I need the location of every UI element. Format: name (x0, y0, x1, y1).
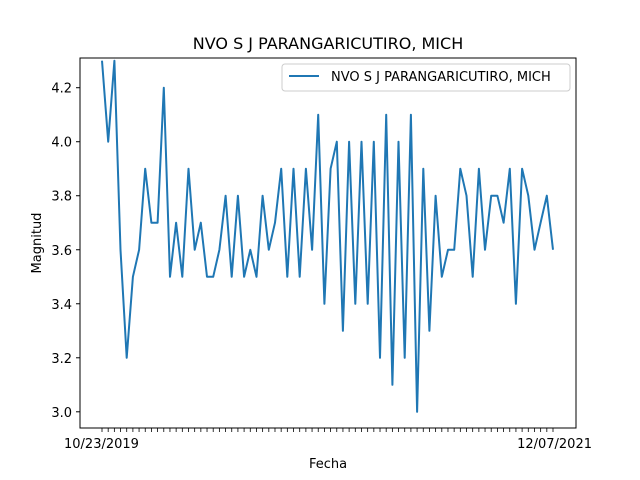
chart-title: NVO S J PARANGARICUTIRO, MICH (193, 34, 463, 53)
legend-label: NVO S J PARANGARICUTIRO, MICH (331, 70, 551, 85)
y-tick-label: 3.8 (51, 190, 72, 205)
y-tick-label: 3.6 (51, 244, 72, 259)
plot-frame (79, 57, 577, 429)
y-tick-label: 3.0 (51, 406, 72, 421)
y-axis-ticks: 3.0 3.2 3.4 3.6 3.8 4.0 4.2 (51, 82, 80, 421)
y-tick-label: 3.4 (51, 298, 72, 313)
x-axis-label: Fecha (309, 457, 347, 472)
series-lines (101, 59, 554, 413)
y-axis-label: Magnitud (30, 213, 45, 274)
y-tick-label: 4.0 (51, 136, 72, 151)
legend: NVO S J PARANGARICUTIRO, MICH (281, 63, 571, 92)
x-tick-label-last: 12/07/2021 (517, 437, 592, 452)
y-tick-label: 4.2 (51, 82, 72, 97)
series-line (101, 59, 554, 413)
legend-box (281, 63, 571, 92)
y-tick-label: 3.2 (51, 352, 72, 367)
x-axis-ticks (101, 428, 554, 432)
x-tick-label-first: 10/23/2019 (64, 437, 139, 452)
